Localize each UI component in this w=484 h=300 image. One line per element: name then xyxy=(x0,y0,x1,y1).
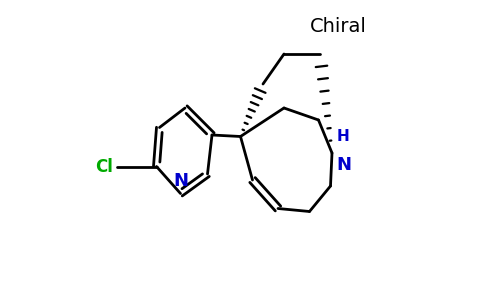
Text: H: H xyxy=(336,129,349,144)
Text: Cl: Cl xyxy=(95,158,113,175)
Text: Chiral: Chiral xyxy=(310,17,366,37)
Text: N: N xyxy=(336,156,351,174)
Text: N: N xyxy=(173,172,188,190)
